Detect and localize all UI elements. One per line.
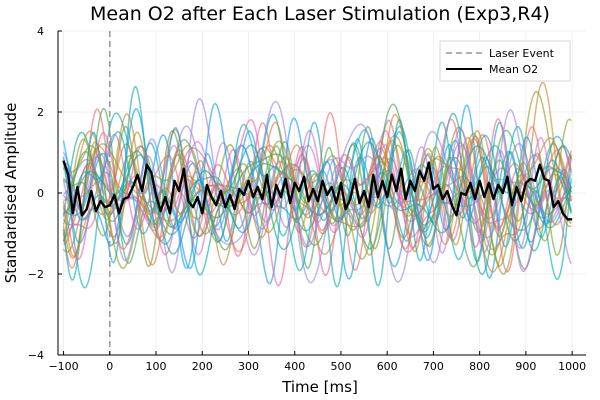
trial-series-group xyxy=(62,81,572,289)
y-tick-label: 2 xyxy=(37,106,44,119)
x-tick-label: 100 xyxy=(146,360,167,373)
mean-series-group xyxy=(62,160,573,221)
legend: Laser Event Mean O2 xyxy=(439,40,571,82)
x-tick-label: 300 xyxy=(238,360,259,373)
x-tick-label: 200 xyxy=(192,360,213,373)
legend-label-mean-o2: Mean O2 xyxy=(489,63,538,76)
x-tick-label: 500 xyxy=(330,360,351,373)
trial-line xyxy=(62,123,572,272)
x-tick-label: −100 xyxy=(48,360,78,373)
x-axis-label: Time [ms] xyxy=(281,378,358,396)
y-tick-label: −2 xyxy=(28,268,44,281)
tick-labels: −100 0 100 200 300 400 500 600 700 800 900 1000 −4 −2… xyxy=(28,25,586,373)
y-axis-label: Standardised Amplitude xyxy=(2,103,20,284)
legend-box xyxy=(439,40,571,82)
y-tick-label: 4 xyxy=(37,25,44,38)
x-tick-label: 600 xyxy=(377,360,398,373)
x-tick-label: 700 xyxy=(423,360,444,373)
trial-line xyxy=(62,118,572,267)
trial-line xyxy=(62,103,572,268)
chart-title: Mean O2 after Each Laser Stimulation (Ex… xyxy=(90,3,550,25)
trial-line xyxy=(62,85,572,288)
mean-o2-line xyxy=(62,160,573,221)
trial-line xyxy=(62,125,572,268)
y-tick-label: −4 xyxy=(28,349,44,362)
x-tick-label: 900 xyxy=(515,360,536,373)
trial-line xyxy=(62,136,572,256)
x-tick-label: 800 xyxy=(469,360,490,373)
x-tick-label: 400 xyxy=(284,360,305,373)
x-tick-label: 0 xyxy=(106,360,113,373)
x-tick-label: 1000 xyxy=(558,360,586,373)
y-tick-label: 0 xyxy=(37,187,44,200)
trial-line xyxy=(62,97,572,274)
legend-label-laser-event: Laser Event xyxy=(489,47,555,60)
